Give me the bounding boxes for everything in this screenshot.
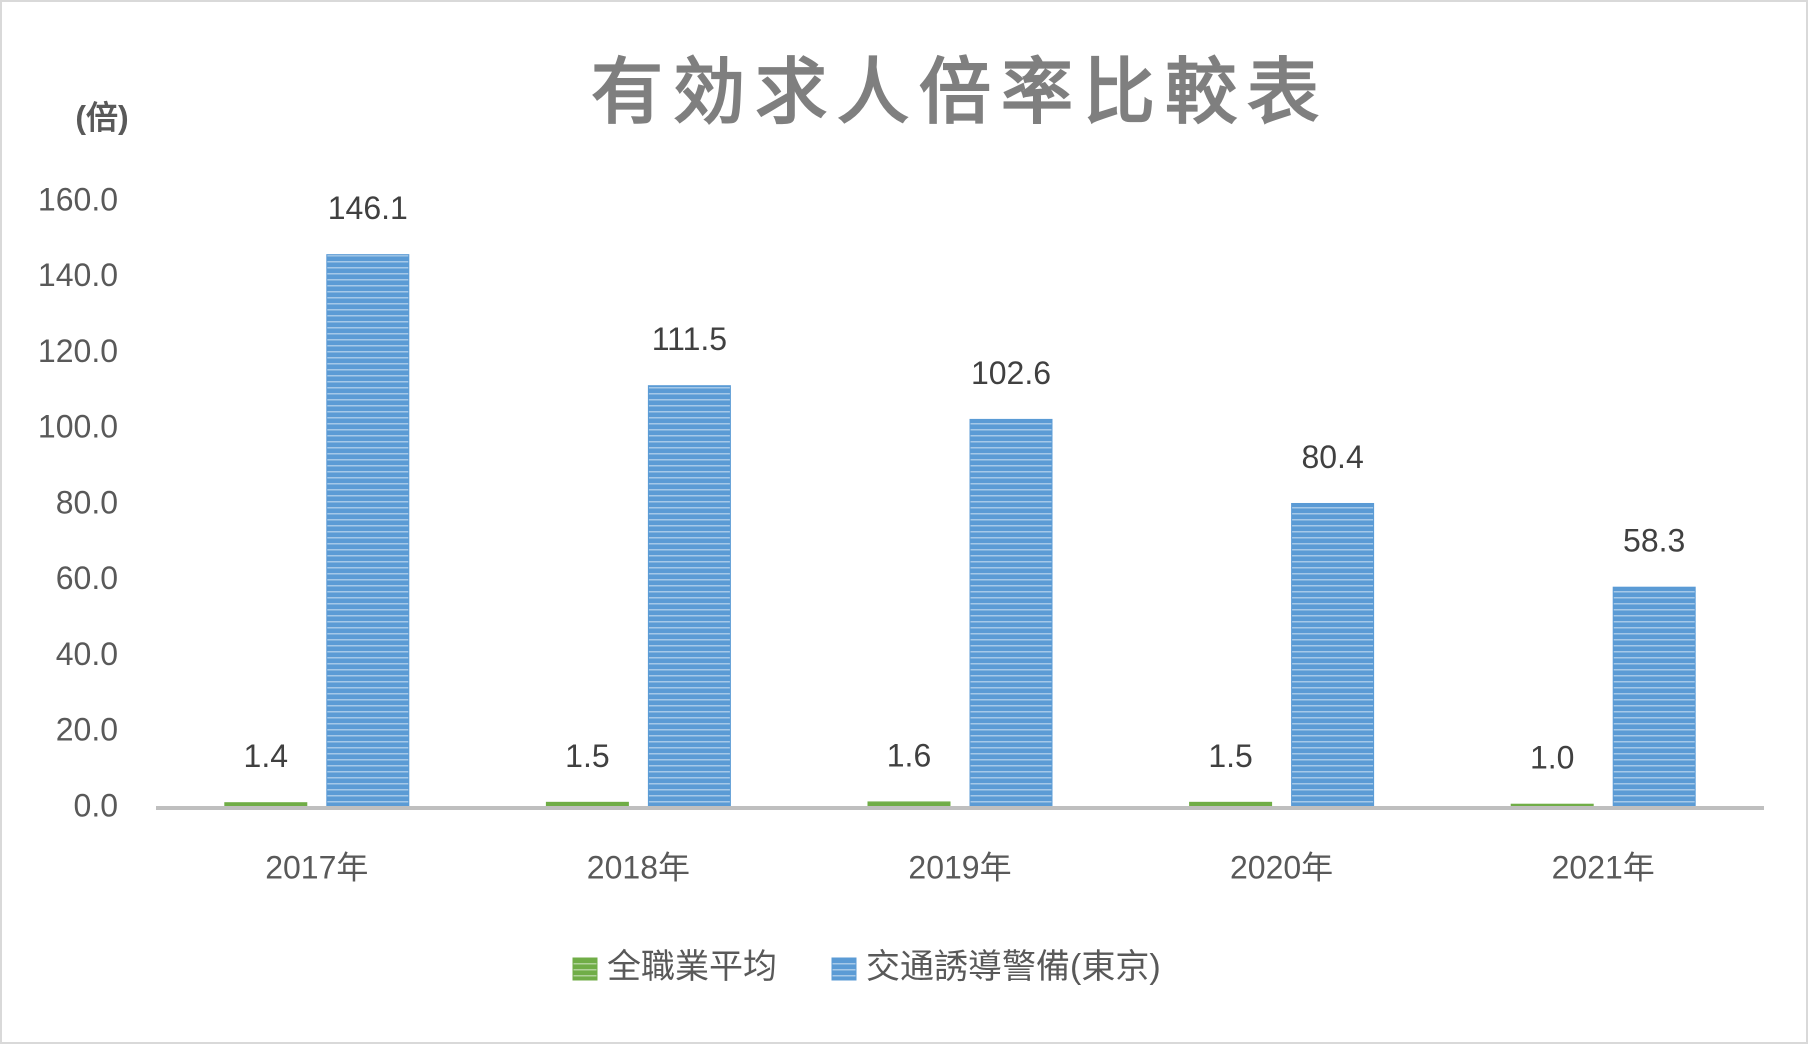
- bar: [969, 418, 1053, 809]
- y-tick-label: 120.0: [38, 333, 118, 369]
- data-label: 1.0: [1530, 740, 1574, 776]
- y-tick-label: 20.0: [56, 712, 118, 748]
- data-label: 111.5: [652, 321, 727, 357]
- legend-label: 全職業平均: [607, 948, 777, 986]
- data-label: 1.5: [565, 738, 609, 774]
- data-label: 1.4: [244, 738, 288, 774]
- data-label: 80.4: [1301, 439, 1363, 475]
- y-tick-label: 60.0: [56, 560, 118, 596]
- y-tick-label: 80.0: [56, 484, 118, 520]
- y-tick-label: 140.0: [38, 257, 118, 293]
- y-tick-label: 40.0: [56, 636, 118, 672]
- data-label: 1.5: [1208, 738, 1252, 774]
- bar: [1612, 586, 1696, 809]
- bar: [1291, 502, 1375, 809]
- data-label: 1.6: [887, 737, 931, 773]
- data-label: 102.6: [971, 355, 1051, 391]
- y-tick-label: 0.0: [74, 787, 118, 823]
- legend-swatch: [831, 957, 857, 981]
- y-tick-label: 100.0: [38, 409, 118, 445]
- x-tick-label: 2017年: [265, 849, 368, 885]
- legend-swatch: [572, 957, 598, 981]
- x-tick-label: 2018年: [587, 849, 690, 885]
- x-tick-label: 2019年: [908, 849, 1011, 885]
- bar: [326, 254, 410, 809]
- y-axis-unit: (倍): [75, 99, 128, 135]
- data-label: 58.3: [1623, 523, 1685, 559]
- data-label: 146.1: [328, 190, 408, 226]
- x-tick-label: 2020年: [1230, 849, 1333, 885]
- bar: [647, 385, 731, 809]
- chart-title: 有効求人倍率比較表: [591, 53, 1329, 133]
- legend-label: 交通誘導警備(東京): [866, 948, 1161, 986]
- y-tick-label: 160.0: [38, 181, 118, 217]
- x-tick-label: 2021年: [1552, 849, 1655, 885]
